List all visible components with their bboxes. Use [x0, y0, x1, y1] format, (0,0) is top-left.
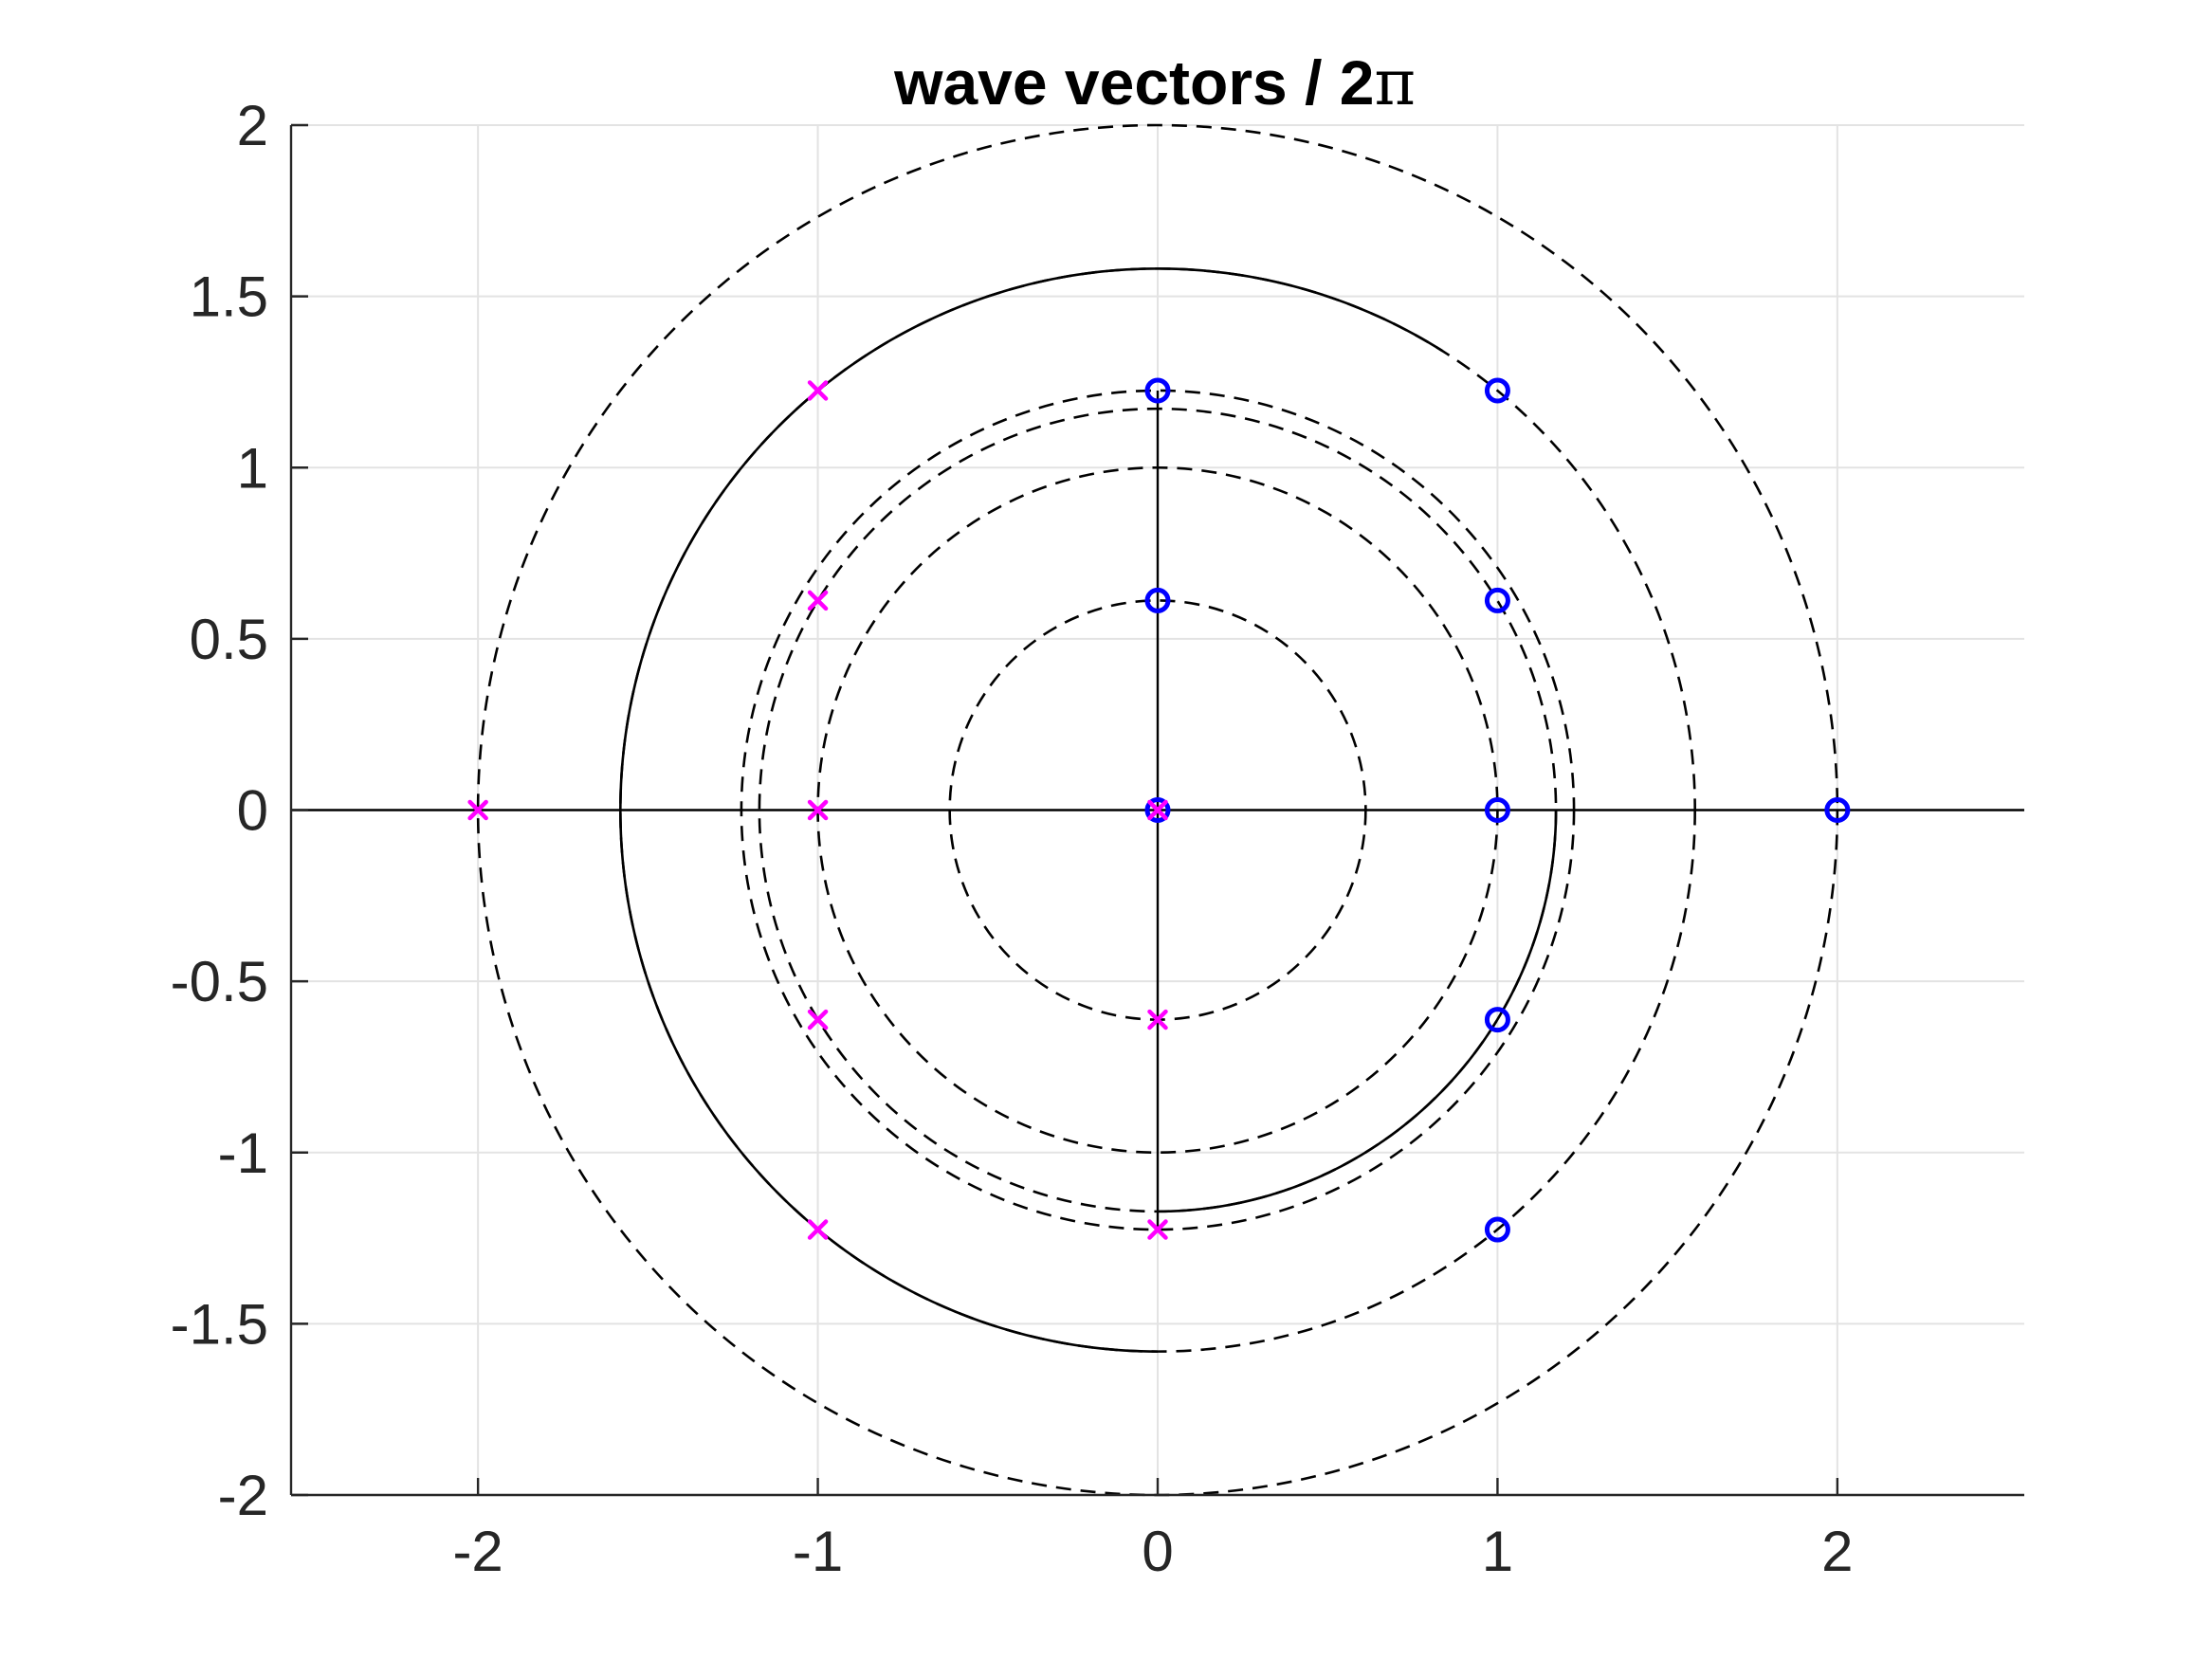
data-point-cross: [807, 590, 829, 611]
data-point-cross: [807, 380, 829, 401]
x-tick-label: 1: [1482, 1520, 1513, 1583]
solid-arc: [619, 267, 1443, 1353]
data-point-circle: [1484, 1007, 1510, 1033]
data-point-circle: [1144, 377, 1171, 404]
data-point-cross: [807, 1009, 829, 1030]
y-tick-label: -1.5: [171, 1292, 268, 1356]
data-point-cross: [1147, 1219, 1168, 1240]
data-point-cross: [1147, 1009, 1168, 1030]
data-point-circle: [1144, 587, 1171, 613]
data-point-circle: [1824, 797, 1851, 823]
data-point-circle: [1484, 1216, 1510, 1243]
data-point-cross: [807, 1219, 829, 1240]
data-point-circle: [1484, 797, 1510, 823]
x-tick-label: -1: [793, 1520, 843, 1583]
tick-labels: -2 -1 0 1 2 2 1.5 1 0.5 0 -0.5 -1 -1.5 -2: [171, 94, 1854, 1583]
data-point-cross: [467, 799, 488, 821]
y-tick-label: 0.5: [190, 608, 268, 671]
x-tick-label: 0: [1142, 1520, 1173, 1583]
y-tick-label: 1.5: [190, 265, 268, 329]
data-point-circle: [1144, 797, 1171, 823]
y-tick-label: -1: [218, 1121, 268, 1185]
chart-title: wave vectors / 2π: [893, 46, 1416, 119]
chart-title-text: wave vectors / 2: [893, 47, 1374, 118]
chart-title-pi-symbol: π: [1374, 46, 1415, 119]
data-point-cross: [807, 799, 829, 821]
x-tick-label: 2: [1821, 1520, 1853, 1583]
axes: [289, 123, 2024, 1497]
x-tick-label: -2: [452, 1520, 503, 1583]
solid-arc: [1158, 810, 1558, 1213]
y-tick-label: 2: [237, 94, 268, 157]
plot-area: [291, 123, 2024, 1497]
data-point-cross: [1147, 799, 1168, 821]
data-point-circle: [1484, 587, 1510, 613]
y-tick-label: -2: [218, 1464, 268, 1527]
data-point-circle: [1484, 377, 1510, 404]
y-tick-label: 0: [237, 779, 268, 843]
y-tick-label: -0.5: [171, 950, 268, 1013]
y-tick-label: 1: [237, 436, 268, 500]
